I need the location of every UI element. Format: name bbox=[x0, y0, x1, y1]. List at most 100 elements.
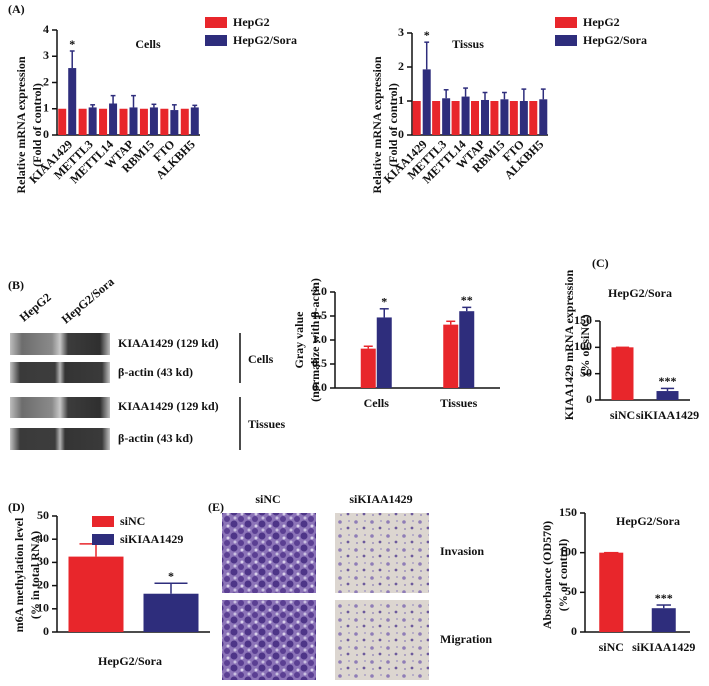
legend-swatch bbox=[92, 534, 114, 545]
x-axis-label: HepG2/Sora bbox=[98, 654, 162, 668]
legend-label: HepG2 bbox=[583, 15, 620, 29]
bar bbox=[360, 348, 376, 388]
y-tick-label: 3 bbox=[398, 25, 404, 39]
y-tick-label: 4 bbox=[43, 22, 49, 36]
bar bbox=[611, 347, 634, 400]
y-tick-label: 50 bbox=[37, 508, 49, 522]
micrograph-row-label: Invasion bbox=[440, 544, 484, 558]
y-axis-label: (normalize with β-actin) bbox=[308, 278, 322, 402]
bar bbox=[99, 108, 108, 135]
chart-title: Tissus bbox=[452, 37, 484, 51]
legend-swatch bbox=[555, 17, 577, 28]
panel-label: (C) bbox=[592, 256, 609, 270]
significance-mark: * bbox=[381, 295, 387, 309]
bar bbox=[459, 311, 475, 388]
blot-group-label: Tissues bbox=[248, 417, 285, 431]
bar bbox=[143, 593, 199, 632]
bar bbox=[443, 324, 459, 388]
y-axis-label: (Fold of control) bbox=[30, 83, 44, 167]
bar bbox=[422, 69, 431, 135]
y-tick-label: 0 bbox=[43, 624, 49, 638]
y-axis-label: Relative mRNA expression bbox=[370, 56, 384, 193]
y-tick-label: 1 bbox=[398, 93, 404, 107]
micrograph-column-label: siNC bbox=[255, 492, 280, 506]
bar bbox=[170, 110, 179, 135]
blot-row-label: KIAA1429 (129 kd) bbox=[118, 336, 219, 350]
blot-band bbox=[10, 397, 110, 418]
bar bbox=[461, 96, 470, 135]
panel-label: (B) bbox=[8, 278, 24, 292]
y-tick-label: 0 bbox=[571, 624, 577, 638]
legend-label: siKIAA1429 bbox=[120, 532, 183, 546]
y-tick-label: 20 bbox=[37, 577, 49, 591]
blot-band bbox=[10, 428, 110, 450]
y-tick-label: 0 bbox=[398, 127, 404, 141]
y-tick-label: 2 bbox=[398, 59, 404, 73]
panel-label: (A) bbox=[8, 2, 25, 16]
blot-row-label: KIAA1429 (129 kd) bbox=[118, 399, 219, 413]
y-tick-label: 150 bbox=[559, 505, 577, 519]
blot-row-label: β-actin (43 kd) bbox=[118, 365, 193, 379]
bar bbox=[432, 101, 441, 135]
y-tick-label: 3 bbox=[43, 48, 49, 62]
legend-label: siNC bbox=[120, 514, 145, 528]
bar bbox=[412, 101, 421, 135]
blot-band bbox=[10, 362, 110, 383]
y-tick-label: 50 bbox=[565, 584, 577, 598]
bar bbox=[376, 317, 392, 388]
bar bbox=[180, 108, 189, 135]
x-tick-label: siKIAA1429 bbox=[632, 640, 695, 654]
lane-label: HepG2 bbox=[17, 290, 54, 324]
bar bbox=[519, 101, 528, 135]
y-axis-label: KIAA1429 mRNA expression bbox=[562, 269, 576, 420]
legend-label: HepG2/Sora bbox=[583, 33, 647, 47]
y-tick-label: 100 bbox=[559, 544, 577, 558]
chart-title: HepG2/Sora bbox=[616, 514, 680, 528]
x-tick-label: siNC bbox=[610, 408, 635, 422]
significance-mark: * bbox=[424, 28, 430, 42]
bar bbox=[599, 552, 624, 632]
bar bbox=[500, 99, 509, 135]
y-tick-label: 0.0 bbox=[312, 380, 327, 394]
panel-label: (D) bbox=[8, 500, 25, 514]
y-axis-label: (% in total RNA) bbox=[28, 531, 42, 619]
y-tick-label: 2 bbox=[43, 74, 49, 88]
bar bbox=[68, 556, 124, 632]
bar bbox=[651, 608, 676, 632]
bar bbox=[160, 108, 169, 135]
y-tick-label: 10 bbox=[37, 601, 49, 615]
bar bbox=[58, 108, 67, 135]
bar bbox=[656, 391, 679, 400]
x-tick-label: Cells bbox=[364, 396, 390, 410]
y-tick-label: 40 bbox=[37, 531, 49, 545]
y-axis-label: m6A methylation level bbox=[12, 517, 26, 632]
micrograph-column-label: siKIAA1429 bbox=[349, 492, 412, 506]
bar bbox=[119, 108, 128, 135]
legend-swatch bbox=[92, 516, 114, 527]
y-tick-label: 150 bbox=[574, 313, 592, 327]
y-tick-label: 1.5 bbox=[312, 308, 327, 322]
bar bbox=[109, 103, 118, 135]
bar bbox=[451, 101, 460, 135]
y-axis-label: Absorbance (OD570) bbox=[540, 521, 554, 629]
bar bbox=[490, 101, 499, 135]
micrograph bbox=[335, 513, 429, 593]
chart-title: Cells bbox=[135, 37, 161, 51]
micrograph bbox=[222, 600, 316, 680]
x-tick-label: Tissues bbox=[440, 396, 477, 410]
y-axis-label: Gray value bbox=[292, 311, 306, 369]
y-tick-label: 30 bbox=[37, 554, 49, 568]
bar bbox=[442, 98, 451, 135]
bar bbox=[149, 107, 158, 135]
bar bbox=[139, 108, 148, 135]
x-tick-label: siKIAA1429 bbox=[636, 408, 699, 422]
micrograph bbox=[222, 513, 316, 593]
bar bbox=[129, 107, 138, 135]
legend-swatch bbox=[205, 17, 227, 28]
y-tick-label: 1.0 bbox=[312, 332, 327, 346]
chart-title: HepG2/Sora bbox=[608, 286, 672, 300]
bar bbox=[190, 107, 199, 135]
significance-mark: *** bbox=[659, 374, 677, 388]
y-tick-label: 100 bbox=[574, 339, 592, 353]
